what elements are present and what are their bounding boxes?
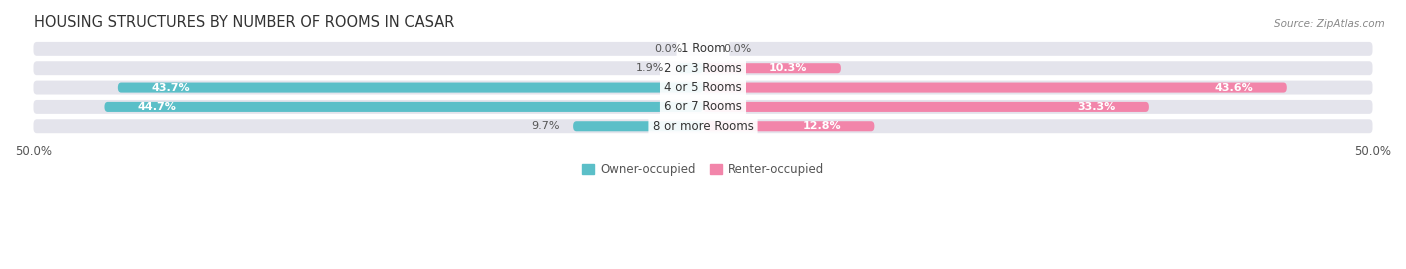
- Text: 1 Room: 1 Room: [681, 43, 725, 55]
- FancyBboxPatch shape: [104, 102, 703, 112]
- FancyBboxPatch shape: [703, 83, 1286, 93]
- Text: Source: ZipAtlas.com: Source: ZipAtlas.com: [1274, 19, 1385, 29]
- Legend: Owner-occupied, Renter-occupied: Owner-occupied, Renter-occupied: [578, 158, 828, 181]
- Text: 0.0%: 0.0%: [723, 44, 751, 54]
- Text: 12.8%: 12.8%: [803, 121, 841, 131]
- FancyBboxPatch shape: [34, 42, 1372, 56]
- Text: 44.7%: 44.7%: [138, 102, 177, 112]
- Text: 43.6%: 43.6%: [1215, 83, 1253, 93]
- Text: 6 or 7 Rooms: 6 or 7 Rooms: [664, 100, 742, 114]
- FancyBboxPatch shape: [34, 100, 1372, 114]
- FancyBboxPatch shape: [703, 121, 875, 131]
- FancyBboxPatch shape: [118, 83, 703, 93]
- Text: 33.3%: 33.3%: [1077, 102, 1115, 112]
- FancyBboxPatch shape: [703, 63, 841, 73]
- FancyBboxPatch shape: [703, 102, 1149, 112]
- FancyBboxPatch shape: [678, 63, 703, 73]
- Text: 2 or 3 Rooms: 2 or 3 Rooms: [664, 62, 742, 75]
- FancyBboxPatch shape: [34, 61, 1372, 75]
- Text: HOUSING STRUCTURES BY NUMBER OF ROOMS IN CASAR: HOUSING STRUCTURES BY NUMBER OF ROOMS IN…: [34, 15, 454, 30]
- Text: 0.0%: 0.0%: [655, 44, 683, 54]
- Text: 4 or 5 Rooms: 4 or 5 Rooms: [664, 81, 742, 94]
- FancyBboxPatch shape: [574, 121, 703, 131]
- Text: 10.3%: 10.3%: [769, 63, 807, 73]
- FancyBboxPatch shape: [34, 81, 1372, 94]
- Text: 8 or more Rooms: 8 or more Rooms: [652, 120, 754, 133]
- FancyBboxPatch shape: [34, 119, 1372, 133]
- Text: 43.7%: 43.7%: [152, 83, 190, 93]
- Text: 1.9%: 1.9%: [636, 63, 664, 73]
- Text: 9.7%: 9.7%: [531, 121, 560, 131]
